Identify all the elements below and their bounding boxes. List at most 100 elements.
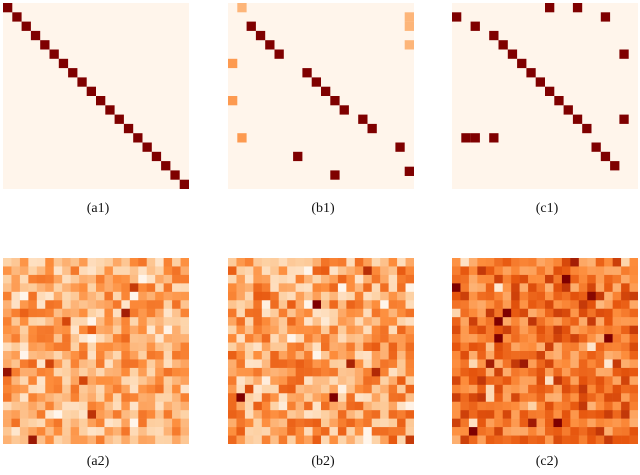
heatmap-cell (371, 427, 381, 436)
heatmap-cell (363, 334, 373, 343)
heatmap-cell (3, 325, 12, 335)
heatmap-cell (494, 359, 504, 369)
heatmap-cell (397, 266, 406, 276)
heatmap-cell (19, 435, 29, 444)
heatmap-cell (53, 283, 63, 293)
heatmap-cell (595, 359, 605, 369)
heatmap-cell (587, 418, 597, 428)
heatmap-cell (452, 435, 461, 444)
heatmap-cell (312, 258, 322, 267)
heatmap-cell (460, 308, 470, 318)
heatmap-cell (253, 308, 263, 318)
heatmap-cell (28, 325, 38, 335)
heatmap-cell (371, 266, 381, 276)
heatmap-cell (519, 308, 529, 318)
heatmap-cell (329, 351, 339, 360)
heatmap-cell (253, 435, 263, 444)
heatmap-cell (536, 418, 546, 428)
heatmap-cell (452, 384, 461, 394)
heatmap-cell (312, 435, 322, 444)
heatmap-cell (146, 351, 156, 360)
heatmap-cell (180, 325, 189, 335)
heatmap-cell (595, 334, 605, 343)
heatmap-cell (11, 367, 21, 377)
heatmap-cell (112, 308, 122, 318)
heatmap-cell (561, 367, 571, 377)
heatmap-cell (511, 266, 520, 276)
heatmap-cell (600, 151, 611, 162)
heatmap-cell (587, 291, 597, 301)
heatmap-cell (36, 308, 46, 318)
heatmap-cell (587, 334, 597, 343)
heatmap-cell (129, 367, 139, 377)
heatmap-cell (570, 359, 580, 369)
heatmap-cell (295, 410, 305, 419)
heatmap-cell (612, 384, 622, 394)
heatmap-cell (295, 427, 305, 436)
heatmap-cell (172, 300, 181, 310)
heatmap-cell (312, 325, 322, 335)
heatmap-cell (104, 376, 114, 386)
heatmap-cell (270, 342, 280, 352)
heatmap-cell (545, 410, 554, 419)
heatmap-cell (354, 359, 364, 369)
heatmap-cell (236, 435, 246, 444)
heatmap-cell (11, 274, 21, 284)
heatmap-cell (287, 418, 296, 428)
heatmap-cell (261, 401, 271, 411)
heatmap-cell (104, 291, 114, 301)
heatmap-cell (354, 274, 364, 284)
heatmap-cell (287, 317, 296, 326)
heatmap-cell (380, 376, 389, 386)
heatmap-cell (155, 376, 164, 386)
heatmap-cell (397, 351, 406, 360)
heatmap-cell (604, 334, 613, 343)
heatmap-cell (485, 325, 495, 335)
heatmap-cell (287, 410, 296, 419)
heatmap-cell (536, 325, 546, 335)
heatmap-cell (304, 367, 313, 377)
heatmap-cell (138, 351, 148, 360)
heatmap-c1-svg (452, 3, 638, 189)
heatmap-cell (96, 376, 105, 386)
heatmap-cell (236, 351, 246, 360)
heatmap-cell (578, 410, 588, 419)
heatmap-cell (70, 317, 80, 326)
heatmap-cell (28, 274, 38, 284)
heatmap-cell (346, 291, 356, 301)
heatmap-cell (28, 384, 38, 394)
heatmap-cell (612, 317, 622, 326)
heatmap-cell (397, 342, 406, 352)
heatmap-cell (112, 334, 122, 343)
heatmap-cell (3, 283, 12, 293)
heatmap-cell (79, 274, 88, 284)
heatmap-cell (287, 266, 296, 276)
heatmap-cell (397, 410, 406, 419)
heatmap-cell (511, 435, 520, 444)
heatmap-cell (570, 342, 580, 352)
heatmap-cell (405, 300, 414, 310)
heatmap-cell (485, 367, 495, 377)
heatmap-cell (604, 367, 613, 377)
heatmap-cell (163, 367, 173, 377)
heatmap-cell (155, 393, 164, 403)
heatmap-cell (62, 308, 71, 318)
heatmap-cell (380, 435, 389, 444)
heatmap-cell (604, 317, 613, 326)
heatmap-cell (397, 258, 406, 267)
heatmap-cell (3, 3, 13, 13)
heatmap-cell (45, 266, 55, 276)
heatmap-cell (79, 266, 88, 276)
heatmap-cell (629, 283, 638, 293)
heatmap-cell (253, 401, 263, 411)
heatmap-cell (79, 317, 88, 326)
heatmap-cell (460, 401, 470, 411)
heatmap-cell (79, 325, 88, 335)
heatmap-cell (155, 351, 164, 360)
heatmap-cell (104, 258, 114, 267)
heatmap-cell (337, 427, 347, 436)
heatmap-cell (121, 291, 131, 301)
heatmap-cell (228, 283, 237, 293)
heatmap-cell (629, 376, 638, 386)
heatmap-cell (3, 359, 12, 369)
